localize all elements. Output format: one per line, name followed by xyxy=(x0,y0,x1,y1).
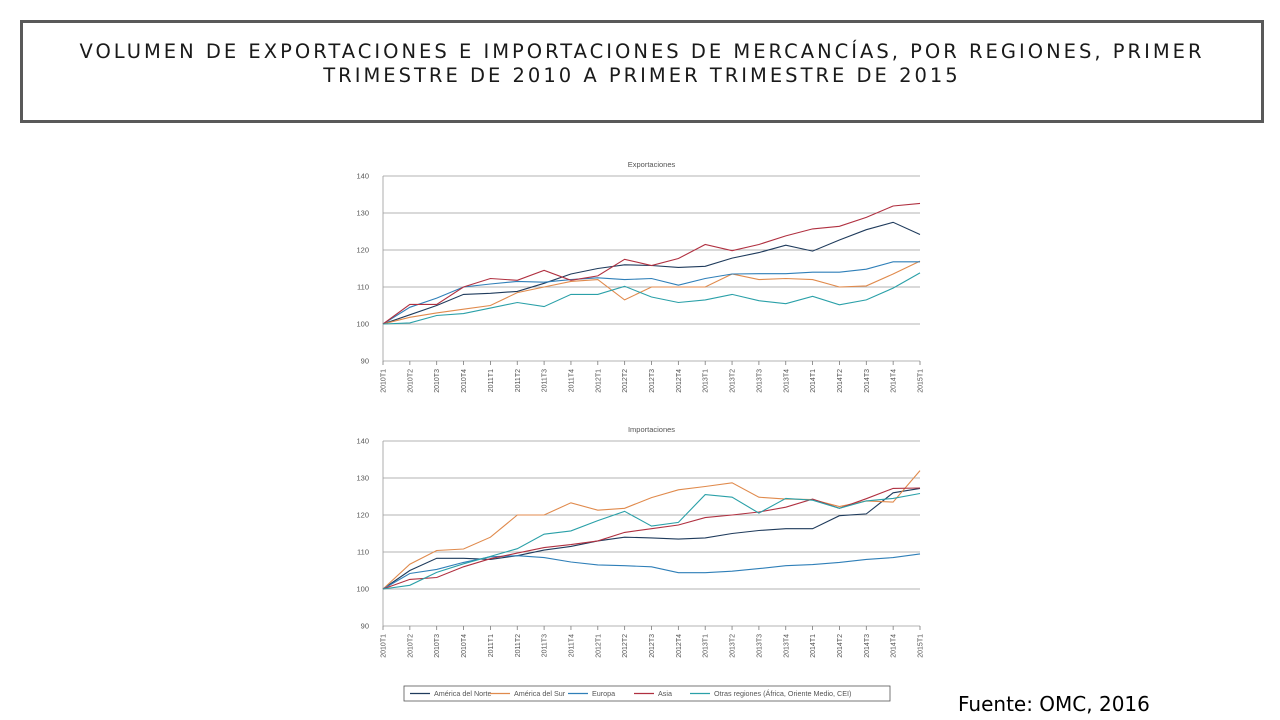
imports-x-tick-label: 2014T4 xyxy=(891,634,898,658)
imports-x-tick-label: 2012T1 xyxy=(595,634,602,658)
imports-chart-title: Importaciones xyxy=(628,425,675,434)
exports-y-tick-label: 90 xyxy=(361,357,369,366)
imports-x-tick-label: 2015T1 xyxy=(918,634,925,658)
imports-series-line-3 xyxy=(382,553,921,590)
imports-x-tick-label: 2012T2 xyxy=(622,634,629,658)
imports-chart: Importaciones 90 100 110 120 130 140 2010T1 2010… xyxy=(356,425,924,658)
imports-x-tick-label: 2010T3 xyxy=(434,634,441,658)
exports-x-tick-label: 2010T1 xyxy=(381,369,388,393)
exports-x-tick-label: 2011T2 xyxy=(515,369,522,392)
exports-series-line-3 xyxy=(382,261,920,325)
title-line-2: TRIMESTRE DE 2010 A PRIMER TRIMESTRE DE … xyxy=(323,64,961,87)
imports-x-tick-label: 2010T2 xyxy=(407,634,414,658)
exports-x-tick-label: 2011T4 xyxy=(568,369,575,392)
imports-x-tick-label: 2011T4 xyxy=(568,634,575,657)
imports-x-tick-label: 2014T2 xyxy=(837,634,844,658)
imports-x-tick-label: 2014T1 xyxy=(810,634,817,658)
chart-legend: América del Norte América del Sur Europa As… xyxy=(403,685,891,702)
imports-series-line-1 xyxy=(382,487,921,590)
imports-y-tick-label: 110 xyxy=(357,548,369,557)
imports-x-tick-label: 2013T1 xyxy=(703,634,710,658)
imports-x-tick-label: 2012T3 xyxy=(649,634,656,658)
exports-x-tick-label: 2010T2 xyxy=(407,369,414,393)
exports-x-tick-label: 2014T4 xyxy=(891,369,898,393)
exports-x-tick-label: 2012T2 xyxy=(622,369,629,393)
exports-x-tick-label: 2012T3 xyxy=(649,369,656,393)
legend-label: Europa xyxy=(592,689,615,698)
exports-y-tick-label: 110 xyxy=(357,283,369,292)
exports-x-tick-label: 2015T1 xyxy=(918,369,925,393)
charts-figure: Exportaciones 90 100 110 120 130 140 2010T1 2010… xyxy=(356,160,925,702)
imports-x-tick-label: 2011T1 xyxy=(488,634,495,657)
imports-y-tick-label: 130 xyxy=(356,474,369,483)
source-note: Fuente: OMC, 2016 xyxy=(958,692,1150,716)
imports-y-tick-label: 120 xyxy=(356,511,369,520)
legend-label: Asia xyxy=(658,689,672,698)
imports-x-tick-label: 2012T4 xyxy=(676,634,683,658)
title-box: VOLUMEN DE EXPORTACIONES E IMPORTACIONES… xyxy=(20,20,1264,123)
exports-x-tick-label: 2013T3 xyxy=(756,369,763,393)
exports-x-tick-label: 2014T1 xyxy=(810,369,817,393)
imports-x-tick-label: 2011T2 xyxy=(515,634,522,657)
exports-x-tick-label: 2012T1 xyxy=(595,369,602,393)
exports-y-tick-label: 140 xyxy=(356,172,369,181)
imports-x-tick-label: 2010T4 xyxy=(461,634,468,658)
exports-x-tick-label: 2013T2 xyxy=(730,369,737,393)
exports-x-tick-label: 2013T1 xyxy=(703,369,710,393)
exports-x-tick-label: 2011T1 xyxy=(488,369,495,392)
exports-x-tick-label: 2013T4 xyxy=(783,369,790,393)
exports-series-line-4 xyxy=(382,202,921,325)
title-line-1: VOLUMEN DE EXPORTACIONES E IMPORTACIONES… xyxy=(79,40,1205,63)
imports-x-tick-label: 2013T3 xyxy=(756,634,763,658)
imports-series-line-4 xyxy=(382,487,921,590)
legend-label: Otras regiones (África, Oriente Medio, C… xyxy=(714,689,851,698)
exports-x-tick-label: 2014T2 xyxy=(837,369,844,393)
imports-x-tick-label: 2011T3 xyxy=(542,634,549,657)
exports-x-tick-label: 2012T4 xyxy=(676,369,683,393)
imports-series-line-5 xyxy=(382,492,921,590)
imports-x-tick-label: 2013T2 xyxy=(730,634,737,658)
imports-x-tick-label: 2013T4 xyxy=(783,634,790,658)
exports-series-line-2 xyxy=(382,260,921,325)
imports-x-tick-label: 2010T1 xyxy=(381,634,388,658)
imports-y-tick-label: 100 xyxy=(356,585,369,594)
exports-series-line-5 xyxy=(382,272,921,325)
imports-y-tick-label: 90 xyxy=(361,622,369,631)
legend-label: América del Norte xyxy=(434,689,492,698)
exports-y-tick-label: 120 xyxy=(356,246,369,255)
exports-x-tick-label: 2011T3 xyxy=(542,369,549,392)
slide-title: VOLUMEN DE EXPORTACIONES E IMPORTACIONES… xyxy=(23,40,1261,88)
imports-y-tick-label: 140 xyxy=(356,437,369,446)
exports-x-tick-label: 2010T4 xyxy=(461,369,468,393)
exports-y-tick-label: 100 xyxy=(356,320,369,329)
legend-label: América del Sur xyxy=(514,689,566,698)
exports-x-tick-label: 2014T3 xyxy=(864,369,871,393)
imports-x-tick-label: 2014T3 xyxy=(864,634,871,658)
exports-chart: Exportaciones 90 100 110 120 130 140 2010T1 2010… xyxy=(356,160,924,393)
exports-x-tick-label: 2010T3 xyxy=(434,369,441,393)
exports-chart-title: Exportaciones xyxy=(628,160,676,169)
imports-series-line-2 xyxy=(382,470,921,590)
exports-y-tick-label: 130 xyxy=(356,209,369,218)
